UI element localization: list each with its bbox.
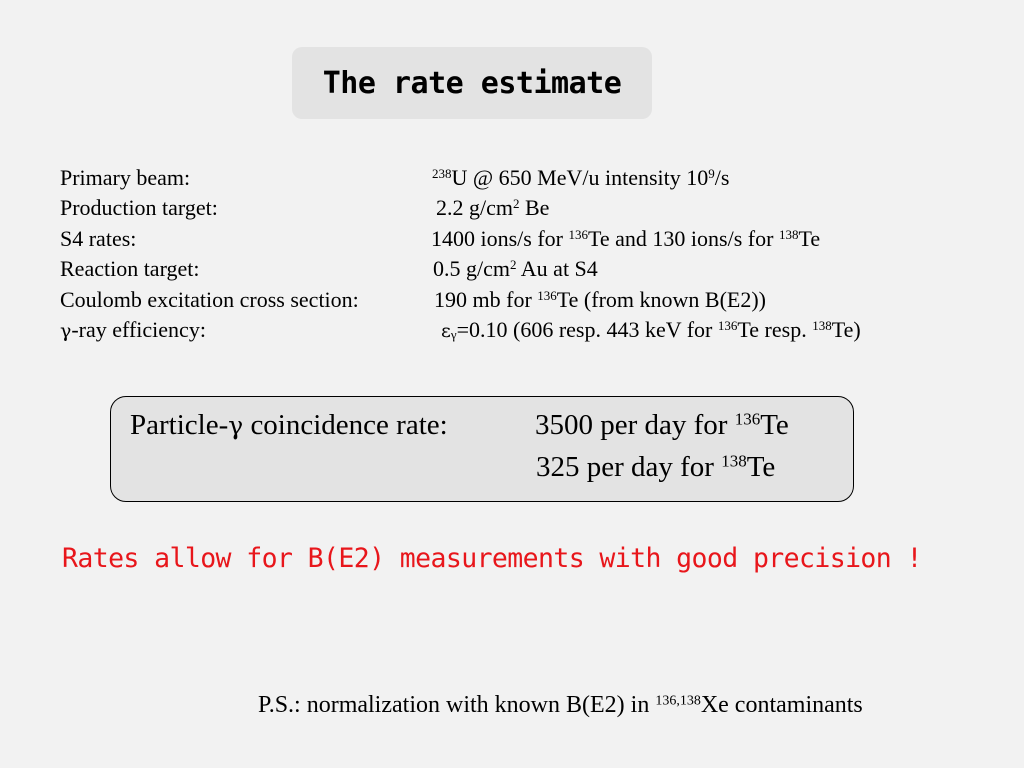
text-run: Te resp. [737,316,813,342]
param-label: γ-ray efficiency: [60,315,206,346]
superscript: 136 [734,409,761,429]
text-run: Te) [831,316,861,342]
param-label: Coulomb excitation cross section: [60,286,359,312]
param-value: εγ=0.10 (606 resp. 443 keV for 136Te res… [441,315,861,346]
param-label: Reaction target: [60,256,200,282]
text-run: 0.5 g/cm [433,256,510,282]
coincidence-rate-box: Particle-γ coincidence rate: 3500 per da… [110,396,854,502]
ps-note: P.S.: normalization with known B(E2) in … [258,692,863,719]
slide-title: The rate estimate [322,65,622,101]
superscript: 2 [510,257,517,273]
text-run: P.S.: normalization with known B(E2) in [258,692,656,718]
greek-symbol: γ [60,319,72,342]
text-run: 325 per day for [536,451,722,483]
text-run: Te [798,225,821,251]
greek-symbol: γ [228,411,244,440]
param-label: S4 rates: [60,225,137,251]
text-run: 1400 ions/s for [431,225,569,251]
text-run: Xe contaminants [700,692,863,718]
text-run: Te [760,409,789,441]
param-label: Primary beam: [60,165,191,190]
coincidence-label: Particle-γ coincidence rate: [130,407,448,444]
text-run: Be [519,195,550,221]
param-value: 238U @ 650 MeV/u intensity 109/s [432,163,729,193]
text-run: Te and 130 ions/s for [588,225,779,251]
superscript: 136 [568,226,589,242]
text-run: U @ 650 MeV/u intensity 10 [451,165,709,190]
coincidence-rate-136te: 3500 per day for 136Te [535,407,789,443]
text-run: Te (from known B(E2)) [556,286,767,312]
title-box: The rate estimate [292,47,652,119]
superscript: 9 [708,165,715,181]
greek-symbol: ε [441,319,451,342]
superscript: 238 [432,165,452,181]
text-run: =0.10 (606 resp. 443 keV for [456,316,718,342]
superscript: 138 [812,317,832,333]
param-value: 1400 ions/s for 136Te and 130 ions/s for… [431,224,820,254]
text-run: 2.2 g/cm [436,195,513,221]
superscript: 136 [717,317,738,333]
text-run: /s [714,165,730,190]
text-run: 3500 per day for [535,409,735,441]
text-run: Te [746,451,776,483]
param-value: 190 mb for 136Te (from known B(E2)) [434,285,766,315]
param-label: Production target: [60,195,218,221]
subscript: γ [450,326,457,342]
text-run: 190 mb for [434,286,538,312]
coincidence-rate-138te: 325 per day for 138Te [536,449,775,485]
text-run: Particle- [130,409,229,441]
superscript: 136,138 [655,693,701,709]
superscript: 136 [537,287,557,303]
superscript: 138 [721,451,747,471]
param-value: 0.5 g/cm2 Au at S4 [433,254,598,284]
text-run: Au at S4 [516,256,598,282]
conclusion-text: Rates allow for B(E2) measurements with … [62,543,922,574]
text-run: coincidence rate: [243,409,448,441]
superscript: 2 [513,196,520,212]
param-value: 2.2 g/cm2 Be [436,193,549,223]
superscript: 138 [778,226,799,242]
text-run: -ray efficiency: [71,316,206,342]
